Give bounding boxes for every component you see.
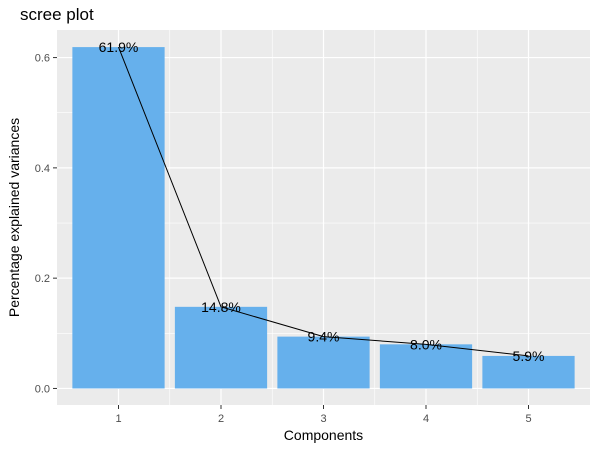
x-tick-label: 1 bbox=[115, 413, 121, 425]
data-label: 61.9% bbox=[99, 39, 139, 55]
data-labels: 61.9% 14.8% 9.4% 8.0% 5.9% bbox=[99, 39, 545, 364]
bars bbox=[72, 47, 575, 389]
bar-component-1 bbox=[72, 47, 165, 389]
y-axis: 0.0 0.2 0.4 0.6 bbox=[35, 53, 57, 395]
data-label: 9.4% bbox=[308, 329, 340, 345]
y-tick-label: 0.4 bbox=[35, 163, 50, 175]
data-label: 8.0% bbox=[410, 336, 442, 352]
bar-component-3 bbox=[277, 336, 370, 389]
x-axis-title: Components bbox=[284, 427, 363, 443]
y-tick-label: 0.2 bbox=[35, 273, 50, 285]
y-tick-label: 0.6 bbox=[35, 53, 50, 65]
x-tick-label: 2 bbox=[218, 413, 224, 425]
y-tick-label: 0.0 bbox=[35, 383, 50, 395]
chart-title: scree plot bbox=[20, 5, 94, 24]
x-axis: 1 2 3 4 5 bbox=[115, 405, 532, 425]
trend-line bbox=[118, 46, 529, 357]
x-tick-label: 3 bbox=[320, 413, 326, 425]
bar-component-5 bbox=[482, 355, 575, 389]
y-axis-title: Percentage explained variances bbox=[6, 118, 22, 317]
data-label: 14.8% bbox=[201, 299, 241, 315]
x-tick-label: 5 bbox=[525, 413, 531, 425]
data-label: 5.9% bbox=[513, 348, 545, 364]
x-tick-label: 4 bbox=[423, 413, 429, 425]
bar-component-4 bbox=[379, 344, 473, 389]
bar-component-2 bbox=[174, 306, 268, 389]
